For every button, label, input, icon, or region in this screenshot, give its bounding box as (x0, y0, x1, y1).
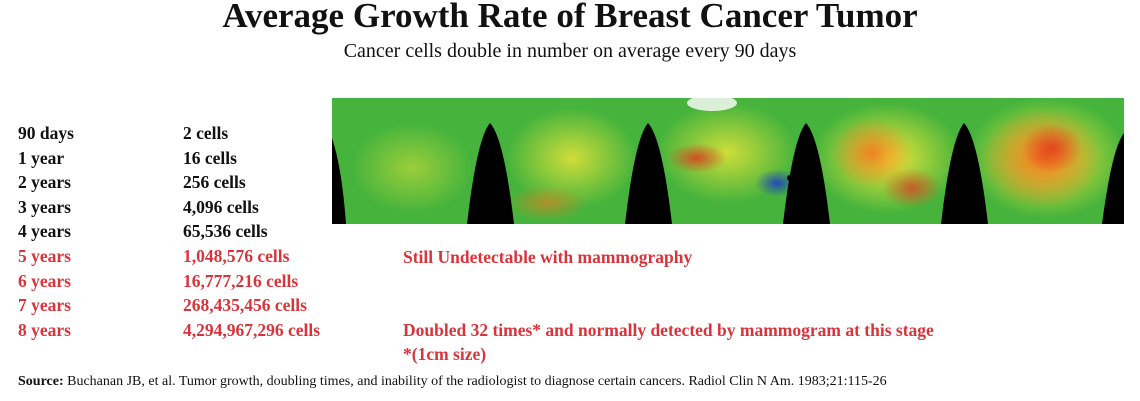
note: Still Undetectable with mammography (403, 247, 693, 267)
source-label: Source: (18, 374, 64, 389)
title: Average Growth Rate of Breast Cancer Tum… (222, 0, 918, 35)
cell-count: 16,777,216 cells (183, 270, 299, 291)
subtitle: Cancer cells double in number on average… (343, 40, 797, 62)
time-period: 5 years (18, 246, 71, 266)
note: Doubled 32 times* and normally detected … (403, 320, 934, 340)
time-period: 1 year (18, 147, 65, 168)
cell-count: 268,435,456 cells (183, 295, 307, 316)
time-period: 6 years (18, 270, 71, 291)
time-period: 3 years (18, 196, 71, 217)
cell-count: 4,096 cells (183, 196, 259, 217)
cell-count: 16 cells (183, 147, 237, 168)
source-text: Buchanan JB, et al. Tumor growth, doubli… (67, 374, 887, 389)
note: *(1cm size) (403, 344, 487, 364)
time-period: 8 years (18, 319, 71, 340)
time-period: 7 years (18, 295, 71, 316)
source: Source: Buchanan JB, et al. Tumor growth… (18, 374, 887, 390)
cell-count: 1,048,576 cells (183, 246, 290, 266)
thermal-images (332, 98, 1124, 224)
time-period: 2 years (18, 172, 71, 193)
cell-count: 256 cells (183, 172, 246, 193)
cell-count: 4,294,967,296 cells (183, 319, 321, 340)
time-period: 90 days (18, 123, 74, 143)
cell-count: 2 cells (183, 123, 229, 143)
cell-count: 65,536 cells (183, 221, 268, 242)
time-period: 4 years (18, 221, 71, 242)
